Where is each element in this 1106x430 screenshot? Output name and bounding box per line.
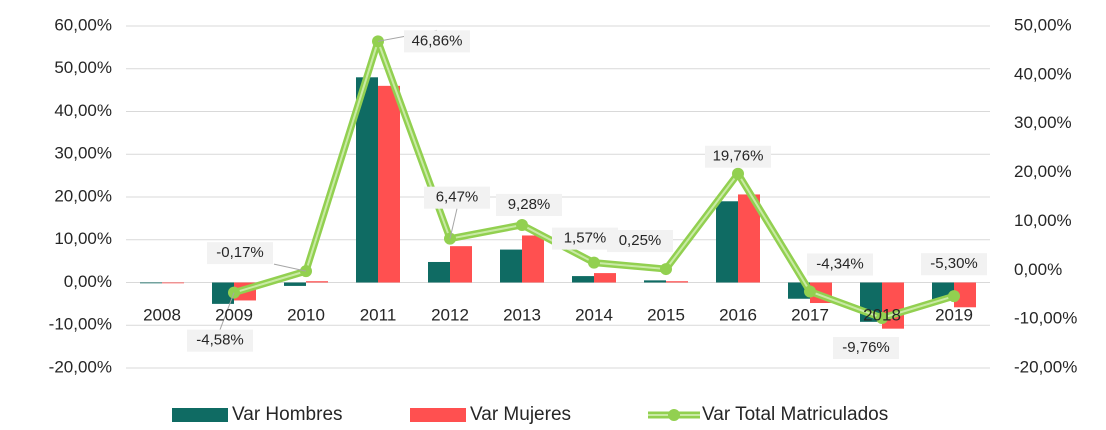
line-point bbox=[948, 290, 960, 303]
x-tick-label: 2010 bbox=[287, 305, 325, 324]
x-tick-label: 2014 bbox=[575, 305, 613, 324]
y-tick-label: 20,00% bbox=[54, 186, 112, 205]
bar bbox=[666, 281, 688, 283]
legend-swatch bbox=[172, 408, 228, 422]
legend-label: Var Mujeres bbox=[470, 404, 571, 425]
bar bbox=[954, 282, 976, 308]
bar bbox=[450, 246, 472, 283]
leader-line bbox=[449, 208, 458, 239]
data-label-bg bbox=[607, 230, 673, 253]
x-tick-label: 2008 bbox=[143, 305, 181, 324]
x-tick-label: 2009 bbox=[215, 305, 253, 324]
y2-tick-label: 0,00% bbox=[1014, 260, 1062, 279]
bar bbox=[162, 282, 184, 284]
x-tick-label: 2017 bbox=[791, 305, 829, 324]
line-point bbox=[588, 256, 600, 269]
data-label-bg bbox=[552, 227, 618, 250]
data-label: 19,76% bbox=[713, 148, 764, 165]
data-label-bg bbox=[705, 145, 771, 168]
bar bbox=[284, 282, 306, 286]
data-label: -0,17% bbox=[216, 244, 264, 261]
legend-label: Var Total Matriculados bbox=[702, 404, 888, 425]
leader-line bbox=[273, 263, 307, 272]
data-label-bg bbox=[207, 242, 273, 265]
bar bbox=[140, 282, 162, 284]
y2-tick-label: -10,00% bbox=[1014, 309, 1077, 328]
y-tick-label: -20,00% bbox=[49, 357, 112, 376]
x-tick-label: 2012 bbox=[431, 305, 469, 324]
y-tick-label: 50,00% bbox=[54, 58, 112, 77]
y2-tick-label: 50,00% bbox=[1014, 15, 1072, 34]
line-point bbox=[876, 311, 888, 324]
bar bbox=[500, 249, 522, 283]
data-label: 9,28% bbox=[508, 196, 551, 213]
x-tick-label: 2013 bbox=[503, 305, 541, 324]
data-label: 6,47% bbox=[436, 189, 479, 206]
data-label: 0,25% bbox=[619, 232, 662, 249]
data-label: 46,86% bbox=[412, 32, 463, 49]
line-point bbox=[732, 167, 744, 180]
legend-swatch bbox=[410, 408, 466, 422]
bar bbox=[306, 281, 328, 283]
y2-tick-label: 40,00% bbox=[1014, 64, 1072, 83]
data-label-bg bbox=[496, 193, 562, 216]
bar bbox=[644, 280, 666, 283]
bar bbox=[428, 261, 450, 283]
data-label: -5,30% bbox=[930, 255, 978, 272]
leader-line bbox=[219, 292, 235, 330]
bar bbox=[522, 235, 544, 283]
data-label-bg bbox=[833, 336, 899, 359]
data-label-bg bbox=[807, 253, 873, 276]
line-point bbox=[660, 263, 672, 276]
data-label: -9,76% bbox=[842, 339, 890, 356]
bar bbox=[716, 201, 738, 283]
x-tick-label: 2016 bbox=[719, 305, 757, 324]
data-label-bg bbox=[424, 186, 490, 209]
legend-label: Var Hombres bbox=[232, 404, 343, 425]
bar bbox=[212, 282, 234, 304]
line-point bbox=[516, 218, 528, 231]
line-point bbox=[804, 285, 816, 298]
data-label: 1,57% bbox=[564, 230, 607, 247]
y2-tick-label: 10,00% bbox=[1014, 211, 1072, 230]
y-tick-label: 0,00% bbox=[64, 272, 112, 291]
x-tick-label: 2015 bbox=[647, 305, 685, 324]
data-label-bg bbox=[404, 30, 470, 53]
bar bbox=[738, 194, 760, 283]
y-tick-label: 60,00% bbox=[54, 15, 112, 34]
data-label: -4,34% bbox=[816, 255, 864, 272]
y-tick-label: 40,00% bbox=[54, 101, 112, 120]
bar bbox=[378, 85, 400, 283]
x-tick-label: 2011 bbox=[360, 305, 397, 324]
x-tick-label: 2019 bbox=[935, 305, 973, 324]
y2-tick-label: 30,00% bbox=[1014, 113, 1072, 132]
data-label-bg bbox=[187, 329, 253, 352]
bar bbox=[356, 77, 378, 283]
y2-tick-label: 20,00% bbox=[1014, 162, 1072, 181]
legend-marker bbox=[668, 409, 680, 421]
y-tick-label: 30,00% bbox=[54, 144, 112, 163]
bar bbox=[572, 276, 594, 283]
bar bbox=[594, 273, 616, 283]
y-tick-label: -10,00% bbox=[49, 315, 112, 334]
data-label: -4,58% bbox=[196, 332, 244, 349]
data-label-bg bbox=[921, 253, 987, 276]
y2-tick-label: -20,00% bbox=[1014, 357, 1077, 376]
x-tick-label: 2018 bbox=[863, 305, 901, 324]
y-tick-label: 10,00% bbox=[54, 229, 112, 248]
